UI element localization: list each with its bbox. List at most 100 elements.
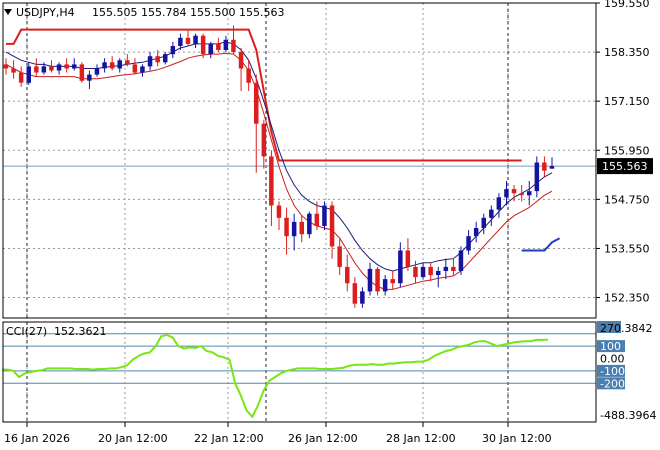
candle-bull: [322, 205, 327, 226]
candle-bear: [238, 52, 244, 69]
candle-bull: [170, 46, 176, 55]
candle-bear: [413, 266, 418, 278]
candle-bear: [542, 162, 547, 171]
candle-bear: [405, 250, 411, 267]
candle-bull: [466, 236, 471, 251]
candle-bear: [511, 189, 517, 194]
cci-level-badge: [597, 377, 625, 390]
candle-bull: [436, 271, 441, 276]
collapse-arrow-icon[interactable]: [4, 9, 12, 15]
candle-bull: [117, 60, 122, 69]
candle-bull: [72, 64, 77, 69]
symbol-title: USDJPY,H4: [16, 6, 75, 19]
candle-bull: [178, 37, 183, 46]
candle-bear: [451, 266, 456, 271]
cci-axis-label: 270.3842: [600, 322, 653, 335]
candle-bull: [163, 54, 168, 63]
candle-bear: [519, 193, 524, 196]
cci-current-value: 152.3621: [54, 325, 107, 338]
candle-bull: [420, 266, 426, 278]
candle-bear: [155, 56, 160, 63]
candle-bull: [382, 279, 388, 292]
candle-bear: [246, 68, 251, 83]
candle-bear: [390, 279, 395, 284]
candle-bear: [3, 64, 9, 69]
cci-level-badge: [597, 321, 621, 333]
time-tick-label: 16 Jan 2026: [4, 432, 70, 445]
candle-bull: [534, 162, 540, 192]
candle-bear: [261, 123, 267, 157]
cci-panel-frame: [2, 321, 597, 423]
time-tick-label: 30 Jan 12:00: [482, 432, 552, 445]
candle-bear: [185, 37, 191, 44]
candle-bull: [443, 266, 449, 271]
cci-axis-label: 0.00: [600, 353, 625, 366]
price-tick-label: 155.950: [604, 144, 650, 157]
candle-bear: [314, 213, 320, 226]
candle-bull: [147, 56, 153, 67]
candle-bull: [102, 62, 107, 69]
candle-bull: [56, 64, 62, 71]
candle-bear: [276, 205, 282, 218]
cci-level-badge: [597, 364, 625, 377]
ohlc-readout: 155.505 155.784 155.500 155.563: [92, 6, 284, 19]
cci-title: CCI(27): [6, 325, 47, 338]
candle-bull: [489, 209, 494, 218]
candle-bull: [140, 66, 145, 73]
candle-bear: [125, 60, 130, 65]
cci-axis-label: -200: [600, 377, 625, 390]
candle-bull: [458, 250, 464, 271]
time-tick-label: 28 Jan 12:00: [386, 432, 456, 445]
candle-bear: [231, 39, 236, 53]
candle-bull: [41, 66, 47, 73]
candle-bear: [352, 283, 358, 304]
panel-frames: [2, 2, 597, 423]
candle-bull: [527, 191, 532, 196]
candle-bear: [337, 246, 342, 267]
candle-bull: [496, 197, 502, 210]
current-price-label: 155.563: [602, 160, 648, 173]
candle-bear: [329, 205, 335, 247]
candle-bull: [398, 250, 403, 284]
candle-bull: [223, 39, 229, 50]
candle-bull: [549, 166, 555, 169]
cci-axis-label: -100: [600, 365, 625, 378]
cci-axis-label: 100: [600, 340, 621, 353]
candle-bear: [11, 68, 16, 73]
candle-bull: [481, 217, 486, 228]
candle-bear: [49, 66, 54, 71]
candle-bear: [34, 66, 39, 73]
candle-bull: [208, 43, 213, 55]
candle-bull: [94, 68, 100, 75]
candle-bear: [299, 221, 304, 235]
cci-level-badge: [597, 340, 625, 353]
candle-bull: [291, 221, 297, 237]
main-panel-frame: [2, 2, 597, 319]
candle-bull: [193, 35, 198, 44]
time-tick-label: 22 Jan 12:00: [194, 432, 264, 445]
cci-line: [2, 333, 549, 419]
candle-bear: [200, 35, 206, 55]
candle-bull: [473, 228, 479, 237]
cci-grid: [3, 333, 596, 384]
candle-bull: [307, 213, 312, 235]
time-tick-label: 26 Jan 12:00: [288, 432, 358, 445]
price-tick-label: 159.550: [604, 0, 650, 10]
price-tick-label: 153.550: [604, 243, 650, 256]
price-tick-label: 154.750: [604, 193, 650, 206]
candle-bear: [109, 62, 115, 69]
candle-bear: [64, 64, 69, 69]
candle-bear: [375, 268, 380, 292]
time-tick-label: 20 Jan 12:00: [98, 432, 168, 445]
candle-bear: [79, 64, 85, 81]
candles: [3, 25, 555, 308]
candle-bear: [254, 82, 259, 124]
upper-envelope-line: [521, 237, 561, 252]
cci-plot: [2, 333, 549, 419]
candle-bull: [26, 66, 31, 83]
candle-bull: [87, 74, 92, 81]
price-tick-label: 152.350: [604, 292, 650, 305]
candle-bear: [428, 266, 433, 276]
